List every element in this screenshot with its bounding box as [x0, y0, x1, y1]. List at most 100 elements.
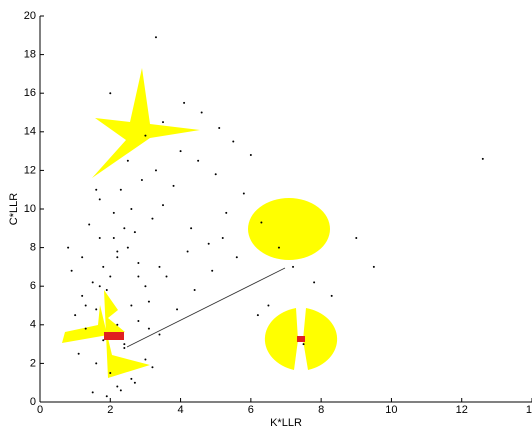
scatter-point — [123, 346, 126, 349]
scatter-point — [84, 304, 87, 307]
connector-line — [126, 267, 286, 348]
scatter-point — [81, 294, 84, 297]
scatter-point — [235, 256, 238, 259]
scatter-point — [95, 308, 98, 311]
x-tick-label: 12 — [456, 404, 468, 416]
scatter-point — [313, 281, 316, 284]
scatter-point — [249, 153, 252, 156]
scatter-point — [267, 304, 270, 307]
scatter-point — [137, 262, 140, 265]
scatter-point — [193, 289, 196, 292]
scatter-point — [162, 121, 164, 124]
scatter-point — [91, 391, 94, 394]
scatter-point — [144, 285, 147, 288]
scatter-point — [372, 265, 375, 268]
scatter-point — [158, 265, 161, 268]
scatter-point — [214, 173, 217, 176]
scatter-point — [302, 343, 305, 346]
scatter-point — [183, 101, 186, 104]
scatter-point — [330, 294, 333, 297]
scatter-point — [162, 204, 164, 207]
scatter-point — [102, 265, 105, 268]
x-tick-label: 8 — [318, 404, 324, 416]
scatter-point — [225, 211, 228, 214]
scatter-point — [133, 381, 136, 384]
scatter-point — [154, 36, 157, 39]
scatter-point — [154, 169, 157, 172]
scatter-point — [130, 377, 133, 380]
scatter-point — [70, 269, 73, 272]
scatter-point — [119, 188, 122, 191]
y-tick-label: 12 — [24, 164, 36, 176]
scatter-point — [190, 227, 193, 230]
scatter-point — [112, 236, 115, 239]
scatter-point — [105, 395, 108, 398]
scatter-point — [158, 333, 161, 336]
x-tick-label: 14 — [526, 404, 532, 416]
scatter-point — [74, 314, 77, 317]
scatter-point — [133, 231, 136, 234]
x-tick-label: 10 — [385, 404, 397, 416]
scatter-point — [126, 246, 129, 249]
scatter-point — [116, 385, 119, 388]
scatter-point — [88, 223, 91, 226]
x-tick-label: 2 — [107, 404, 113, 416]
scatter-point — [109, 275, 112, 278]
scatter-point — [77, 352, 80, 355]
scatter-point — [147, 300, 150, 303]
y-tick-label: 0 — [30, 396, 36, 408]
scatter-point — [116, 323, 119, 326]
red-marker — [104, 332, 124, 340]
scatter-point — [102, 339, 105, 342]
scatter-point — [126, 159, 129, 162]
scatter-point — [147, 327, 150, 330]
scatter-point — [123, 227, 126, 230]
y-tick-label: 4 — [30, 319, 36, 331]
scatter-point — [84, 327, 87, 330]
x-axis-label: K*LLR — [270, 417, 302, 428]
scatter-point — [98, 236, 101, 239]
scatter-point — [116, 250, 119, 253]
scatter-point — [186, 250, 189, 253]
scatter-point — [109, 372, 112, 375]
scatter-point — [91, 281, 94, 284]
scatter-point — [81, 256, 84, 259]
y-tick-label: 10 — [24, 203, 36, 215]
x-tick-label: 0 — [37, 404, 43, 416]
scatter-point — [260, 221, 263, 224]
y-axis-label: C*LLR — [8, 193, 20, 225]
scatter-point — [218, 126, 221, 129]
y-tick-label: 8 — [30, 242, 36, 254]
ellipse-shape — [248, 198, 330, 260]
scatter-point — [179, 150, 182, 153]
scatter-point — [232, 140, 235, 143]
scatter-point — [277, 246, 280, 249]
y-tick-label: 16 — [24, 87, 36, 99]
scatter-point — [242, 192, 245, 195]
scatter-point — [137, 319, 140, 322]
scatter-point — [105, 289, 108, 292]
red-marker — [297, 336, 305, 342]
scatter-point — [130, 304, 133, 307]
split-circle-left — [264, 308, 298, 370]
scatter-point — [355, 236, 358, 239]
scatter-point — [292, 265, 295, 268]
scatter-point — [98, 198, 101, 201]
scatter-point — [165, 275, 168, 278]
scatter-point — [67, 246, 70, 249]
x-tick-label: 4 — [178, 404, 184, 416]
scatter-point — [151, 366, 154, 369]
scatter-point — [221, 236, 224, 239]
y-tick-label: 6 — [30, 280, 36, 292]
scatter-point — [130, 208, 133, 210]
scatter-point — [144, 358, 147, 361]
scatter-point — [123, 343, 126, 346]
scatter-point — [197, 159, 200, 162]
scatter-point — [95, 362, 98, 365]
scatter-point — [137, 275, 140, 278]
scatter-point — [207, 242, 210, 245]
split-circle-right — [303, 308, 338, 370]
scatter-point — [151, 217, 154, 220]
scatter-point — [256, 314, 259, 317]
